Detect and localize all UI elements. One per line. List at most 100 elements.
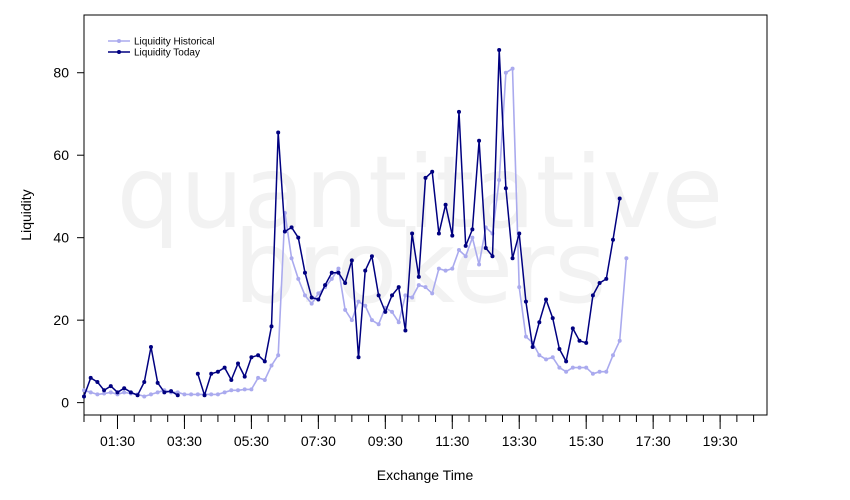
data-point [483,245,488,250]
data-point [222,390,227,395]
data-point [329,270,334,275]
data-point [282,229,287,234]
data-point [128,390,133,395]
data-point [256,375,261,380]
data-point [169,389,174,394]
data-point [242,387,247,392]
data-point [309,295,314,300]
data-point [189,392,194,397]
data-point [108,384,113,389]
y-axis-title: Liquidity [18,189,34,240]
data-point [269,324,274,329]
data-point [363,268,368,273]
data-point [497,177,502,182]
data-point [316,297,321,302]
series-liquidity-today [82,48,622,399]
data-point [423,285,428,290]
data-point [403,328,408,333]
data-point [577,365,582,370]
data-point [416,274,421,279]
series-layer [82,48,629,399]
data-point [336,266,341,271]
y-tick-label: 80 [53,65,69,81]
data-point [463,243,468,248]
data-point [430,291,435,296]
y-axis: 0 20 40 60 80 [53,65,84,411]
data-point [249,355,254,360]
x-tick-label: 03:30 [167,433,202,449]
data-point [396,320,401,325]
data-point [544,357,549,362]
data-point [349,258,354,263]
data-point [403,293,408,298]
data-point [262,377,267,382]
data-point [590,371,595,376]
x-tick-label: 19:30 [703,433,738,449]
data-point [550,316,555,321]
data-point [523,299,528,304]
data-point [363,303,368,308]
legend-swatch-marker [117,50,121,54]
data-point [309,301,314,306]
data-point [336,270,341,275]
x-tick-label: 15:30 [569,433,604,449]
data-point [477,138,482,143]
data-point [229,377,234,382]
data-point [570,365,575,370]
data-point [209,371,214,376]
data-point [610,353,615,358]
data-point [537,320,542,325]
data-point [289,256,294,261]
data-point [343,307,348,312]
data-point [148,392,153,397]
data-point [289,225,294,230]
data-point [155,380,160,385]
data-point [537,353,542,358]
data-point [229,388,234,393]
data-point [356,355,361,360]
data-point [369,318,374,323]
y-tick-label: 0 [61,395,69,411]
data-point [175,390,180,395]
data-point [430,169,435,174]
data-point [242,374,247,379]
data-point [590,293,595,298]
data-point [88,375,93,380]
data-point [175,393,180,398]
x-tick-label: 09:30 [368,433,403,449]
data-point [356,299,361,304]
data-point [276,353,281,358]
data-point [523,334,528,339]
data-point [463,254,468,259]
data-point [490,254,495,259]
data-point [617,338,622,343]
data-point [517,231,522,236]
data-point [416,283,421,288]
data-point [503,70,508,75]
data-point [530,344,535,349]
data-point [122,386,127,391]
data-point [182,392,187,397]
data-point [550,355,555,360]
data-point [215,392,220,397]
x-tick-label: 13:30 [502,433,537,449]
data-point [624,256,629,261]
data-point [102,391,107,396]
x-tick-label: 11:30 [435,433,469,449]
data-point [296,276,301,281]
data-point [470,227,475,232]
data-point [236,361,241,366]
data-point [390,293,395,298]
data-point [376,322,381,327]
watermark-line-1: quantitative [117,134,724,251]
y-tick-label: 60 [53,147,69,163]
data-point [135,393,140,398]
data-point [510,256,515,261]
data-point [477,262,482,267]
data-point [148,344,153,349]
data-point [450,233,455,238]
legend-swatch-marker [117,39,121,43]
data-point [115,390,120,395]
data-point [209,392,214,397]
